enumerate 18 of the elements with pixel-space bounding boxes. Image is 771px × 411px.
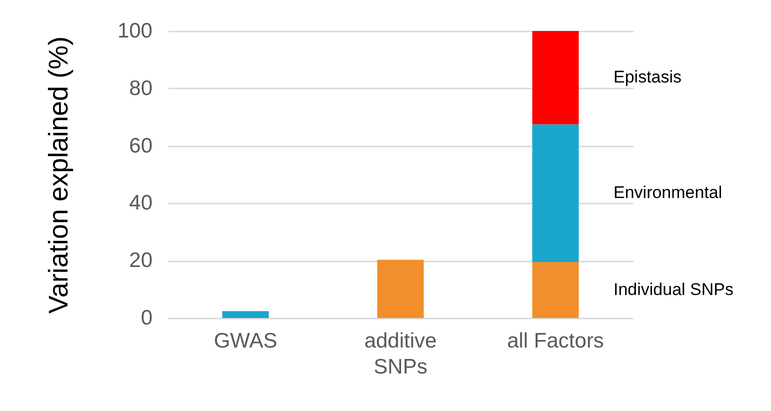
y-tick-label: 20 (129, 249, 152, 272)
bar (532, 31, 579, 124)
text: Environmental (614, 183, 722, 202)
x-tick-label: additive SNPs (364, 330, 437, 378)
bar (532, 124, 579, 262)
y-tick-label: 100 (117, 20, 152, 42)
x-tick-label: GWAS (214, 330, 278, 352)
y-tick-label: 80 (129, 76, 152, 100)
x-tick-label: all Factors (507, 330, 604, 352)
y-tick-label: 60 (129, 134, 152, 158)
bar (377, 260, 424, 318)
y-axis-title: Variation explained (%) (43, 36, 74, 314)
bar (222, 311, 269, 318)
text: Epistasis (614, 68, 682, 87)
y-tick-label: 40 (129, 192, 152, 215)
text: Individual SNPs (614, 280, 734, 300)
y-tick-label: 0 (140, 306, 152, 330)
bar (532, 262, 579, 318)
